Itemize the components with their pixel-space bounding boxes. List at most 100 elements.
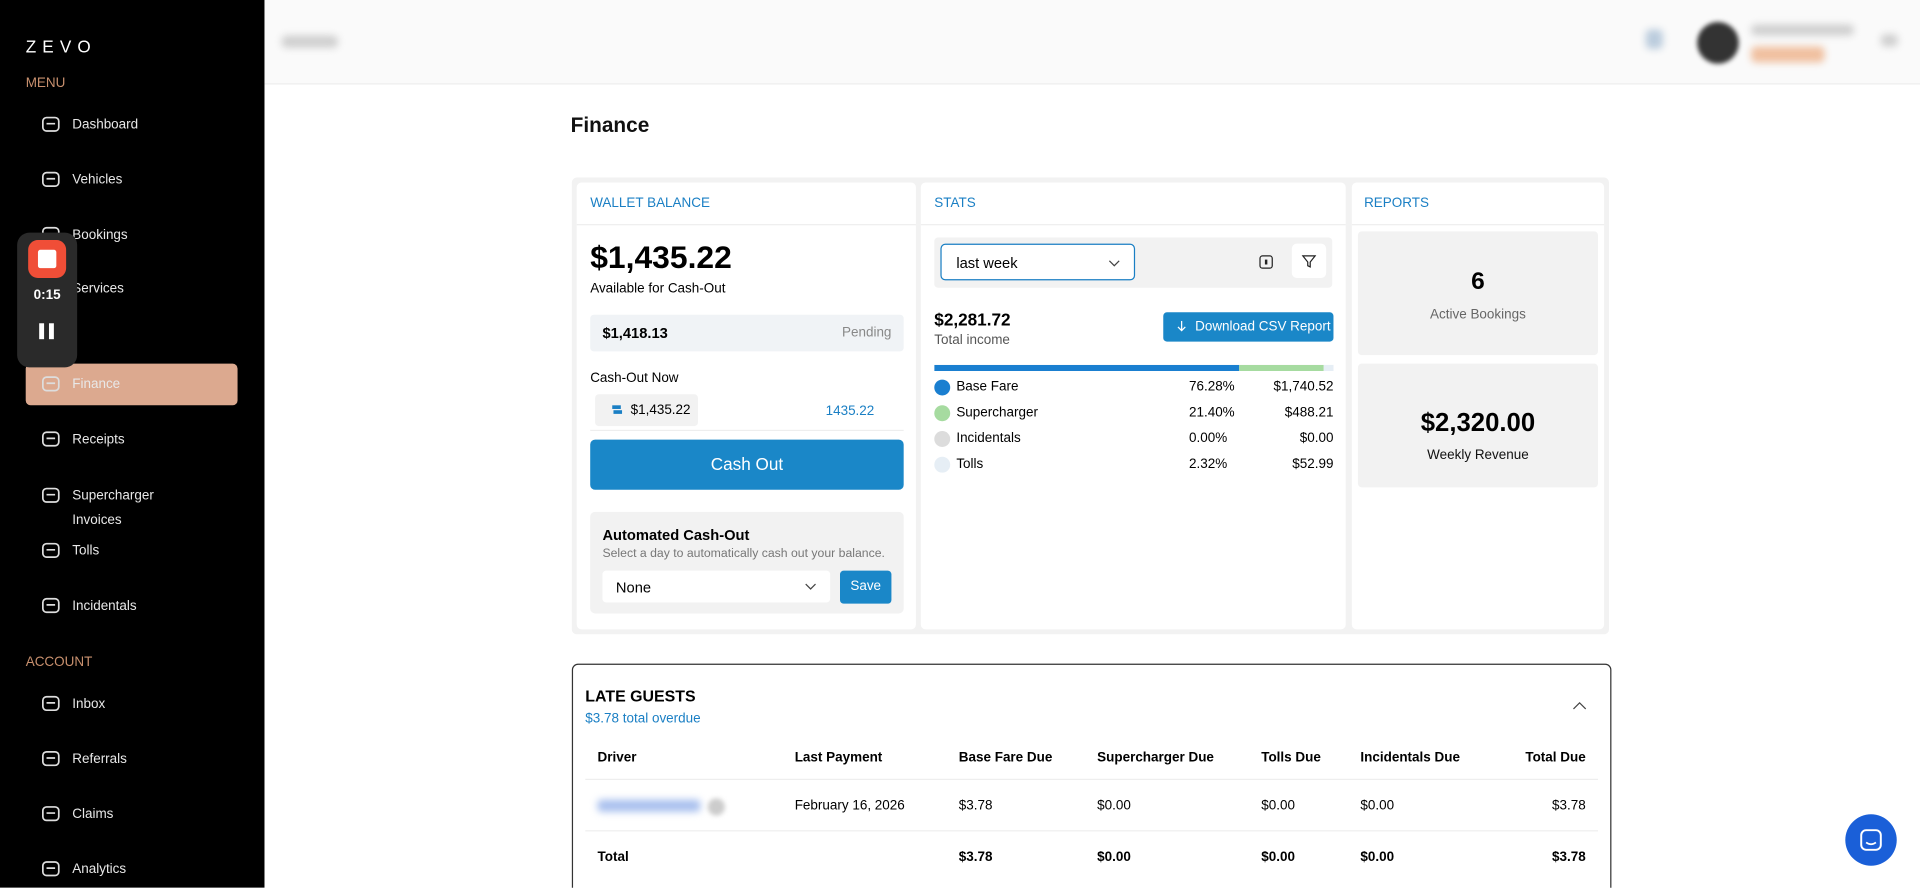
blurred-badge bbox=[1751, 46, 1825, 63]
blurred-icon bbox=[1645, 29, 1663, 49]
cash-out-input[interactable]: $1,435.22 1435.22 bbox=[590, 391, 904, 432]
row-divider bbox=[585, 830, 1598, 832]
column-header: Incidentals Due bbox=[1360, 750, 1460, 766]
category-name: Incidentals bbox=[956, 431, 1021, 446]
pending-amount: $1,418.13 bbox=[602, 324, 668, 342]
total-cell: $3.78 bbox=[958, 849, 993, 865]
category-amount: $488.21 bbox=[1284, 405, 1334, 420]
nav-label: Incidentals bbox=[72, 598, 137, 614]
cell: February 16, 2026 bbox=[794, 798, 905, 814]
blurred-title bbox=[281, 35, 338, 48]
menu-heading: MENU bbox=[25, 75, 66, 91]
card-heading: STATS bbox=[934, 195, 976, 211]
period-select[interactable]: last week bbox=[940, 243, 1136, 281]
cash-out-button[interactable]: Cash Out bbox=[590, 439, 904, 490]
page-title: Finance bbox=[570, 113, 650, 138]
total-income: $2,281.72 bbox=[934, 309, 1011, 330]
cash-out-label: Cash-Out Now bbox=[590, 371, 679, 386]
nav-label: Supercharger Invoices bbox=[72, 488, 154, 528]
card-heading: WALLET BALANCE bbox=[590, 195, 710, 211]
period-value: last week bbox=[956, 254, 1018, 272]
category-percent: 0.00% bbox=[1188, 431, 1228, 446]
cell: $0.00 bbox=[1261, 798, 1295, 814]
day-select[interactable]: None bbox=[602, 570, 831, 603]
legend-dot bbox=[934, 431, 951, 447]
nav-label: Referrals bbox=[72, 751, 127, 767]
collapse-button[interactable] bbox=[1572, 700, 1587, 710]
column-header: Last Payment bbox=[794, 750, 883, 766]
auto-description: Select a day to automatically cash out y… bbox=[602, 547, 885, 561]
report-value: 6 bbox=[1471, 268, 1485, 296]
account-heading: ACCOUNT bbox=[25, 655, 93, 670]
pending-box: $1,418.13 Pending bbox=[590, 314, 904, 352]
total-cell: $0.00 bbox=[1360, 849, 1395, 865]
save-button[interactable]: Save bbox=[840, 570, 892, 604]
nav-label: Services bbox=[72, 281, 124, 297]
calendar-button[interactable] bbox=[1259, 255, 1274, 270]
recorder-time: 0:15 bbox=[33, 287, 61, 303]
cell: $0.00 bbox=[1097, 798, 1131, 814]
filter-button[interactable] bbox=[1291, 243, 1327, 278]
sidebar: ZEVO MENU ACCOUNT Dashboard Vehicles Booki… bbox=[0, 0, 265, 888]
auto-cash-out: Automated Cash-Out Select a day to autom… bbox=[590, 511, 904, 614]
avatar[interactable] bbox=[1697, 22, 1739, 64]
legend-dot bbox=[934, 456, 951, 473]
stats-card: STATS last week $2,281.72 Total income D… bbox=[920, 182, 1346, 630]
wallet-card: WALLET BALANCE $1,435.22 Available for C… bbox=[576, 182, 916, 630]
cash-out-value: 1435.22 bbox=[825, 404, 875, 419]
total-caption: Total income bbox=[934, 333, 1010, 348]
report-value: $2,320.00 bbox=[1420, 408, 1536, 438]
cash-out-chip: $1,435.22 bbox=[630, 402, 691, 418]
category-amount: $1,740.52 bbox=[1273, 379, 1334, 395]
blurred-driver bbox=[597, 799, 701, 812]
legend-dot bbox=[934, 405, 951, 422]
category-name: Tolls bbox=[956, 456, 984, 472]
category-percent: 2.32% bbox=[1188, 456, 1228, 472]
share-bar bbox=[934, 364, 1334, 372]
column-header: Supercharger Due bbox=[1097, 750, 1214, 766]
blurred-name bbox=[1751, 24, 1854, 36]
stats-toolbar: last week bbox=[934, 237, 1333, 288]
report-label: Weekly Revenue bbox=[1427, 448, 1529, 463]
download-button[interactable]: Download CSV Report bbox=[1163, 312, 1334, 342]
category-amount: $0.00 bbox=[1299, 431, 1334, 446]
reports-card: REPORTS 6 Active Bookings $2,320.00 Weekly … bbox=[1351, 182, 1605, 630]
legend-dot bbox=[934, 379, 951, 396]
late-title: LATE GUESTS bbox=[585, 686, 696, 706]
chat-button[interactable] bbox=[1845, 814, 1897, 866]
stop-button[interactable] bbox=[28, 240, 67, 278]
logo: ZEVO bbox=[25, 36, 97, 57]
cell: $3.78 bbox=[1552, 798, 1586, 814]
category-percent: 76.28% bbox=[1188, 379, 1235, 395]
topbar bbox=[264, 0, 1920, 85]
column-header: Total Due bbox=[1525, 750, 1586, 766]
late-subtitle: $3.78 total overdue bbox=[585, 711, 701, 727]
cell: $3.78 bbox=[958, 798, 993, 814]
nav-label: Inbox bbox=[72, 696, 106, 712]
nav-label: Vehicles bbox=[72, 172, 123, 188]
report-tile: $2,320.00 Weekly Revenue bbox=[1357, 363, 1598, 488]
blurred-menu bbox=[1880, 34, 1898, 47]
category-name: Supercharger bbox=[956, 405, 1038, 420]
report-label: Active Bookings bbox=[1430, 307, 1526, 323]
nav-label: Finance bbox=[72, 377, 121, 392]
nav-label: Claims bbox=[72, 806, 114, 822]
column-header: Base Fare Due bbox=[958, 750, 1053, 766]
nav-label: Bookings bbox=[72, 227, 128, 243]
category-percent: 21.40% bbox=[1188, 405, 1235, 420]
category-name: Base Fare bbox=[956, 379, 1019, 395]
late-guests: LATE GUESTS $3.78 total overdue Driver La… bbox=[571, 663, 1612, 888]
blurred-driver-icon bbox=[707, 798, 725, 816]
total-label: Total bbox=[597, 849, 629, 865]
balance-caption: Available for Cash-Out bbox=[590, 281, 726, 297]
auto-title: Automated Cash-Out bbox=[602, 526, 750, 544]
column-header: Driver bbox=[597, 750, 637, 766]
category-amount: $52.99 bbox=[1292, 456, 1334, 472]
nav-label: Analytics bbox=[72, 862, 127, 877]
nav-label: Dashboard bbox=[72, 117, 139, 133]
total-cell: $0.00 bbox=[1097, 849, 1131, 865]
column-header: Tolls Due bbox=[1261, 750, 1321, 766]
nav-label: Receipts bbox=[72, 432, 125, 447]
